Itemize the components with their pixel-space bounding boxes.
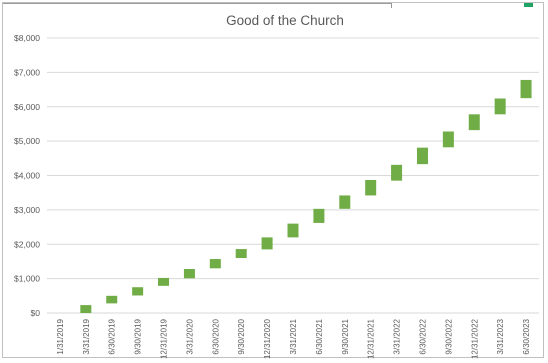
x-tick-label: 12/31/2022 bbox=[470, 318, 479, 359]
x-tick-label: 6/30/2020 bbox=[211, 318, 220, 354]
x-tick-label: 12/31/2021 bbox=[367, 318, 376, 359]
x-tick-label: 9/30/2022 bbox=[444, 318, 453, 354]
x-tick-label: 6/30/2021 bbox=[315, 318, 324, 354]
x-tick-label: 9/30/2019 bbox=[134, 318, 143, 354]
cell-border-line bbox=[3, 3, 391, 4]
x-tick-label: 3/31/2023 bbox=[496, 318, 505, 354]
bar-mark bbox=[158, 277, 170, 286]
bar-mark bbox=[183, 269, 195, 279]
bar-mark bbox=[365, 179, 377, 196]
bar-mark bbox=[494, 98, 506, 115]
x-tick-label: 6/30/2023 bbox=[522, 318, 531, 354]
bar-mark bbox=[287, 223, 299, 238]
bar-mark bbox=[132, 287, 144, 296]
x-tick-label: 3/31/2020 bbox=[185, 318, 194, 354]
x-tick-label: 9/30/2020 bbox=[237, 318, 246, 354]
y-tick-label: $0 bbox=[31, 308, 41, 318]
y-tick-label: $4,000 bbox=[14, 171, 40, 181]
x-tick-label: 3/31/2021 bbox=[289, 318, 298, 354]
bars bbox=[80, 79, 532, 313]
y-tick-label: $5,000 bbox=[14, 136, 40, 146]
selection-handle[interactable] bbox=[524, 3, 533, 7]
bar-mark bbox=[416, 147, 428, 165]
bar-mark bbox=[80, 305, 92, 313]
y-tick-label: $2,000 bbox=[14, 239, 40, 249]
x-tick-label: 6/30/2019 bbox=[108, 318, 117, 354]
y-tick-label: $6,000 bbox=[14, 102, 40, 112]
bar-mark bbox=[209, 259, 221, 269]
bar-mark bbox=[391, 164, 403, 181]
chart-frame: Good of the Church $0 $1,000 $2,000 $3,000 $… bbox=[2, 2, 544, 359]
bar-mark bbox=[520, 79, 532, 99]
bar-mark bbox=[235, 249, 247, 258]
bar-mark bbox=[106, 295, 118, 304]
gridlines bbox=[47, 37, 539, 314]
x-tick-label: 6/30/2022 bbox=[418, 318, 427, 354]
x-axis-ticks: 1/31/2019 3/31/2019 6/30/2019 9/30/2019 12/3… bbox=[56, 318, 531, 359]
bar-mark bbox=[313, 208, 325, 223]
bar-mark bbox=[468, 114, 480, 131]
bar-mark bbox=[261, 237, 273, 250]
x-tick-label: 12/31/2019 bbox=[160, 318, 169, 359]
x-tick-label: 12/31/2020 bbox=[263, 318, 272, 359]
chart-title: Good of the Church bbox=[226, 13, 344, 28]
bar-mark bbox=[442, 131, 454, 148]
x-tick-label: 9/30/2021 bbox=[341, 318, 350, 354]
cell-border-tick bbox=[391, 3, 392, 8]
y-tick-label: $8,000 bbox=[14, 33, 40, 43]
x-tick-label: 1/31/2019 bbox=[56, 318, 65, 354]
bar-mark bbox=[339, 195, 351, 209]
x-tick-label: 3/31/2022 bbox=[393, 318, 402, 354]
chart: Good of the Church $0$1,000$2,000$3,000$… bbox=[14, 13, 539, 359]
y-tick-label: $3,000 bbox=[14, 205, 40, 215]
y-tick-label: $1,000 bbox=[14, 274, 40, 284]
x-tick-label: 3/31/2019 bbox=[82, 318, 91, 354]
y-axis-ticks: $0 $1,000 $2,000 $3,000 $4,000 $5,000 $6,000 $7… bbox=[14, 33, 40, 318]
y-tick-label: $7,000 bbox=[14, 67, 40, 77]
